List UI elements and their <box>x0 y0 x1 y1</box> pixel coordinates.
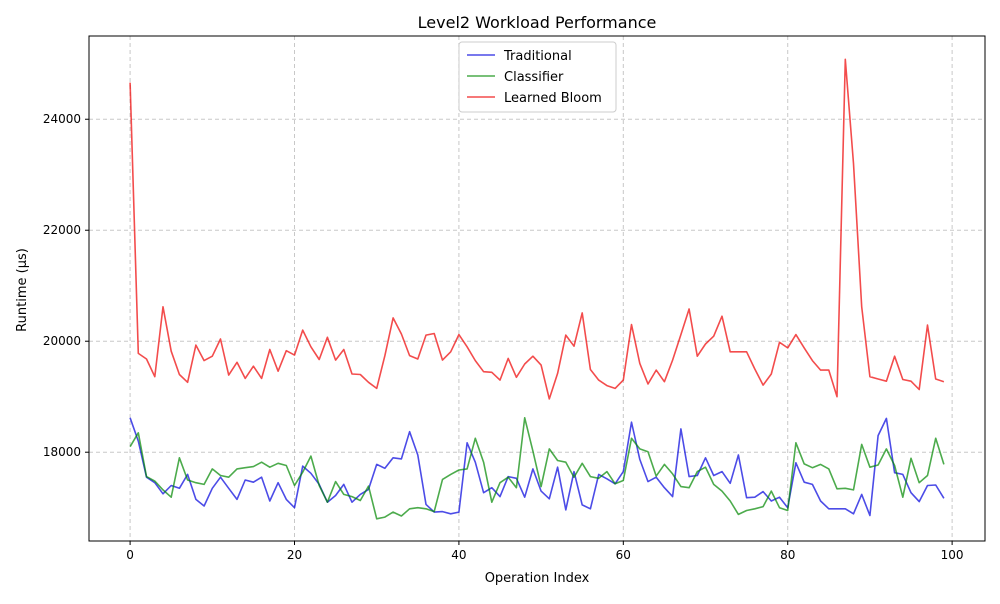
y-axis-label: Runtime (µs) <box>15 248 30 332</box>
chart-title: Level2 Workload Performance <box>418 13 657 32</box>
x-tick-label: 0 <box>126 548 134 562</box>
x-axis-label: Operation Index <box>485 571 590 586</box>
series-lines <box>129 58 945 520</box>
x-tick-label: 20 <box>287 548 302 562</box>
x-tick-label: 40 <box>451 548 466 562</box>
axis-ticks: 0 20 40 60 80 100 18000 20000 22000 24000 <box>43 112 964 562</box>
legend-box <box>458 41 617 113</box>
x-tick-label: 100 <box>941 548 964 562</box>
legend-label-classifier: Classifier <box>504 70 564 85</box>
x-tick-label: 60 <box>616 548 631 562</box>
plot-frame <box>88 35 986 542</box>
y-tick-label: 20000 <box>43 334 81 348</box>
y-tick-label: 22000 <box>43 223 81 237</box>
series-line-learned-bloom <box>129 58 945 400</box>
x-tick-label: 80 <box>780 548 795 562</box>
legend-label-learned-bloom: Learned Bloom <box>504 91 602 106</box>
series-line-traditional <box>129 417 945 517</box>
y-tick-label: 18000 <box>43 445 81 459</box>
y-tick-label: 24000 <box>43 112 81 126</box>
legend-label-traditional: Traditional <box>503 49 572 64</box>
grid-lines <box>89 36 985 541</box>
legend: Traditional Classifier Learned Bloom <box>458 41 617 113</box>
series-line-classifier <box>129 416 945 520</box>
